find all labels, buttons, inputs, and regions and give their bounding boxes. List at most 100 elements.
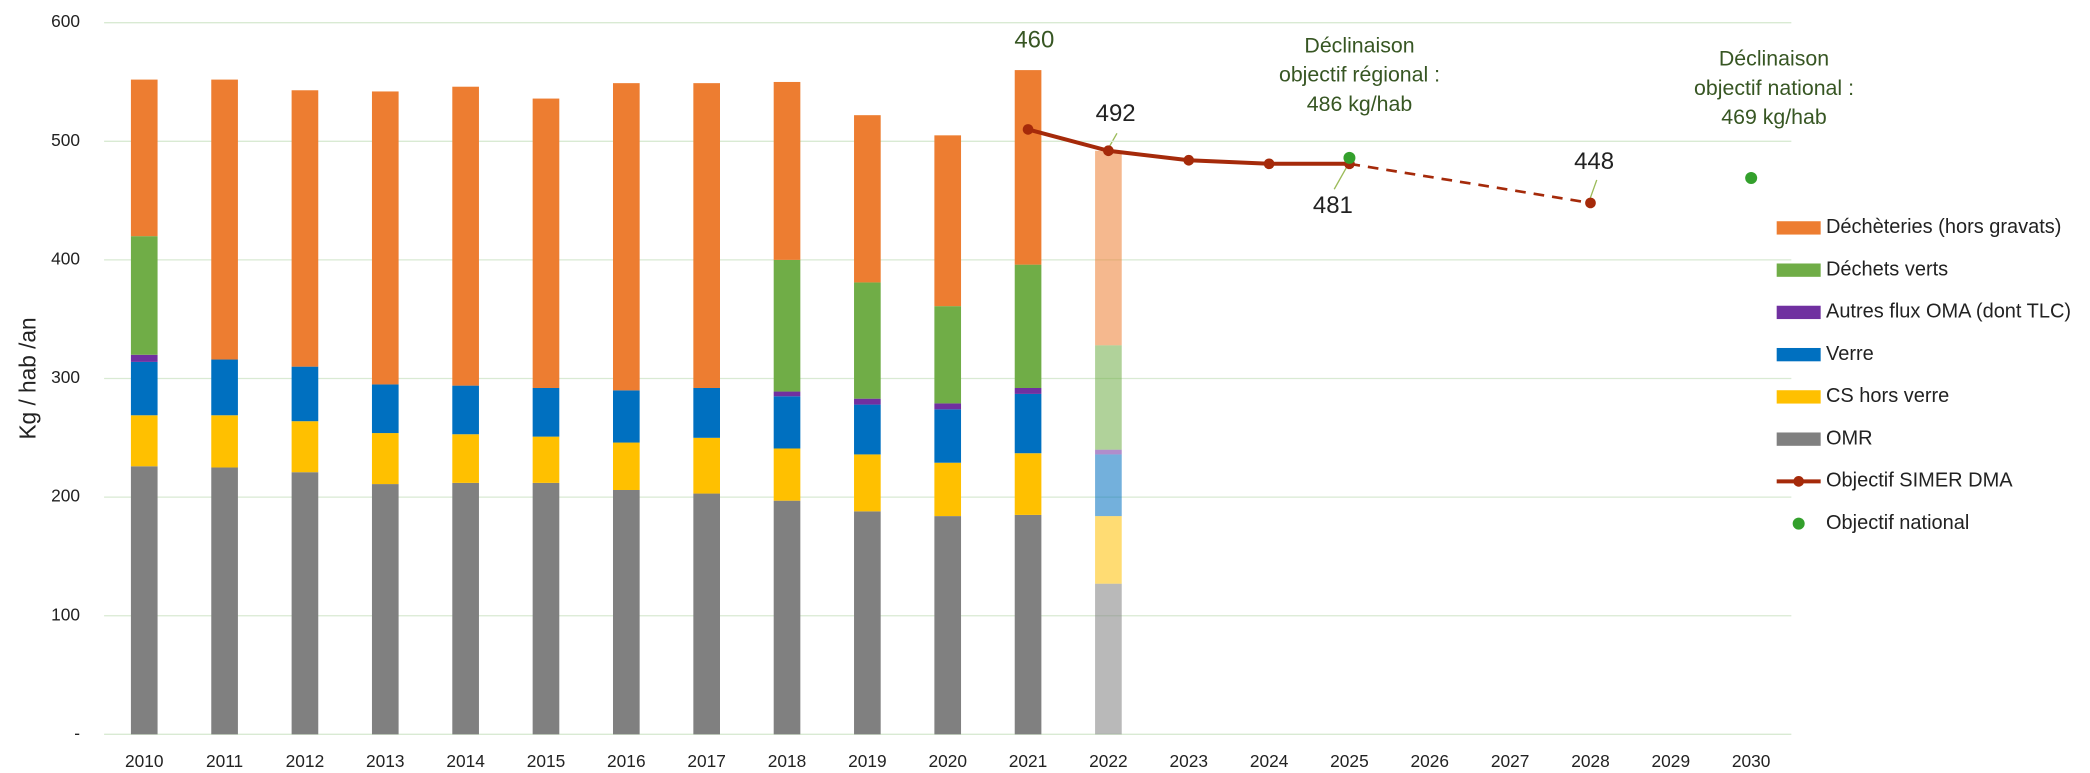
bar-segment [211,79,238,360]
legend-label: CS hors verre [1826,385,1949,407]
bar-segment [612,442,640,491]
bar-segment [291,472,319,735]
annotation: objectif régional : [1279,63,1440,87]
bar-segment [532,98,560,388]
x-tick-label: 2026 [1411,751,1450,771]
legend-marker [1793,476,1805,487]
bar-segment [773,448,801,501]
bar-segment [452,482,479,735]
bar-segment [693,83,720,388]
bar-segment [934,462,962,517]
x-tick-label: 2019 [848,751,887,771]
x-tick-label: 2027 [1491,751,1530,771]
bar-segment [854,115,881,283]
bar-segment [532,482,560,735]
bar-segment [211,467,238,735]
bar-segment [934,409,962,463]
legend-item: Objectif national [1792,512,1969,534]
x-tick-label: 2024 [1250,751,1289,771]
bar-segment [371,433,399,485]
bar-segment [934,135,962,307]
leader-line [1589,179,1598,199]
x-tick-label: 2025 [1330,751,1369,771]
line-marker [1585,197,1596,209]
bar-segment [1095,583,1122,735]
bar-segment [1095,516,1122,584]
bar-segment [291,90,319,367]
x-tick-label: 2012 [286,751,325,771]
line-marker [1263,158,1275,170]
bar-segment [1014,264,1042,388]
legend-item: Objectif SIMER DMA [1776,470,2013,492]
bar-segment [452,385,479,435]
legend-item: CS hors verre [1776,385,1949,407]
bar-segment [854,454,881,512]
x-tick-label: 2010 [125,751,164,771]
x-tick-label: 2028 [1571,751,1610,771]
legend-swatch [1776,347,1821,362]
point [1745,172,1758,185]
bar-segment [532,436,560,483]
y-tick-label: 300 [51,367,80,387]
legend-item: Déchets verts [1776,258,1948,280]
bar-segment [773,500,801,735]
legend-label: OMR [1826,427,1873,449]
bar-segment [612,390,640,443]
legend-swatch [1776,263,1821,277]
bar-segment [1014,514,1042,735]
legend-label: Déchèteries (hors gravats) [1826,216,2061,238]
legend-label: Déchets verts [1826,258,1948,280]
bar-segment [130,466,158,735]
y-tick-label: 500 [51,130,80,150]
bar-segment [532,387,560,437]
bar-segment [452,434,479,483]
legend-item: OMR [1776,427,1873,449]
legend-label: Autres flux OMA (dont TLC) [1826,301,2071,323]
legend-swatch [1776,390,1821,404]
line-gap-connector [1349,162,1591,205]
bar-segment [371,484,399,735]
x-tick-label: 2030 [1732,751,1771,771]
value-label: 481 [1313,192,1353,219]
bar-segment [693,493,720,735]
x-tick-label: 2023 [1169,751,1208,771]
bar-segment [211,415,238,468]
value-label: 492 [1096,100,1136,127]
bar-segment [291,366,319,422]
annotation: 469 kg/hab [1721,105,1826,129]
bar-segment [854,511,881,735]
annotation: 460 [1014,27,1054,54]
bar-segment [612,490,640,735]
x-tick-label: 2015 [527,751,566,771]
legend-swatch [1776,221,1821,235]
bar-segment [1014,453,1042,515]
bar-segment [291,421,319,473]
legend-item: Autres flux OMA (dont TLC) [1776,301,2071,323]
bar-segment [130,361,158,416]
bar-segment [773,259,801,392]
bar-segment [211,359,238,416]
bar-segment [1014,70,1042,265]
x-tick-label: 2017 [687,751,726,771]
x-tick-label: 2022 [1089,751,1128,771]
x-tick-label: 2021 [1009,751,1048,771]
bar-segment [854,404,881,455]
leader-line [1333,167,1347,190]
bar-segment [934,306,962,404]
x-tick-label: 2016 [607,751,646,771]
bar-segment [773,396,801,449]
y-tick-label: 600 [51,11,80,31]
annotation: 486 kg/hab [1307,92,1412,116]
y-axis-label: Kg / hab /an [14,317,40,439]
line-marker [1183,154,1195,166]
bar-segment [854,282,881,399]
x-tick-label: 2029 [1652,751,1691,771]
bar-segment [854,398,881,405]
bar-segment [371,91,399,385]
x-tick-label: 2014 [446,751,485,771]
y-tick-label: - [74,723,80,743]
legend-swatch [1776,305,1821,320]
point [1343,151,1356,164]
